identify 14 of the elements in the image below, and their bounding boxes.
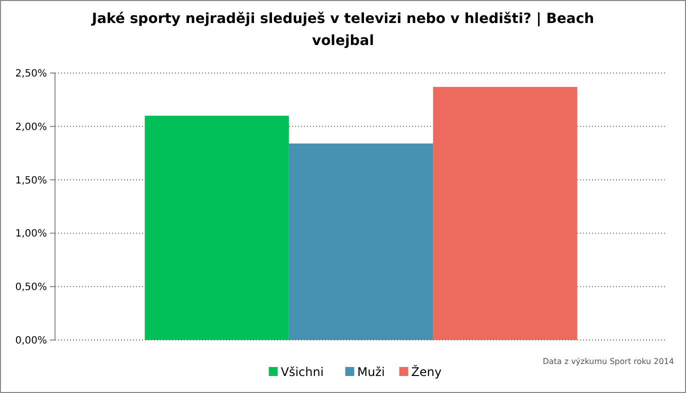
y-tick-label: 0,00% [15, 336, 47, 346]
legend-label: Ženy [411, 364, 442, 379]
y-tick-label: 1,50% [15, 175, 47, 186]
legend-label: Všichni [280, 365, 324, 379]
y-tick-label: 2,50% [15, 68, 47, 80]
y-tick-label: 2,00% [15, 122, 47, 133]
y-tick-label: 1,00% [15, 228, 47, 240]
legend-label: Muži [357, 365, 385, 379]
text: Data z výzkumu Sport roku 2014 [542, 357, 674, 366]
chart-title: Jaké sporty nejraději sleduješ v televizi nebo v hledišti? | Beach volejbal [90, 11, 594, 49]
bar [144, 116, 289, 340]
y-tick-label: 0,50% [15, 282, 47, 294]
bar [433, 86, 578, 340]
bar [288, 143, 434, 340]
